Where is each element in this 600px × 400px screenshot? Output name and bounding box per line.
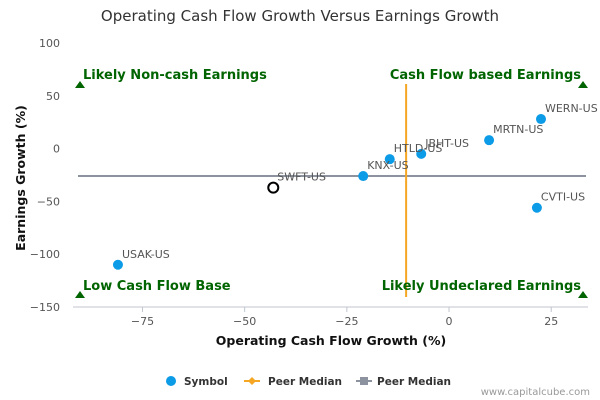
data-point-label: SWFT-US (277, 171, 326, 184)
legend-symbol-circle-icon (166, 376, 176, 386)
y-tick-label: 0 (53, 143, 60, 156)
x-tick-label: 25 (544, 315, 558, 328)
quadrant-label-top-left: Likely Non-cash Earnings (83, 68, 267, 83)
data-point-label: USAK-US (122, 248, 170, 261)
peer-median-lines (78, 84, 586, 297)
data-point-label: HTLD-US (394, 142, 443, 155)
x-axis-title: Operating Cash Flow Growth (%) (216, 333, 446, 348)
y-tick-label: 50 (46, 90, 60, 103)
data-point[interactable] (416, 148, 427, 159)
legend-orange-diamond-icon (248, 377, 256, 385)
x-tick-labels: −75 −50 −25 0 25 (131, 307, 558, 328)
legend-item-peer-median-y[interactable]: Peer Median (356, 376, 451, 388)
data-point[interactable] (531, 202, 542, 213)
quadrant-marker-top-left-icon (75, 81, 85, 88)
data-point-label: CVTI-US (541, 191, 585, 204)
legend: Symbol Peer Median Peer Median (166, 376, 451, 388)
data-point-label: MRTN-US (493, 123, 543, 136)
quadrant-label-bottom-left: Low Cash Flow Base (83, 279, 231, 294)
data-point[interactable] (112, 259, 123, 270)
data-point[interactable] (358, 171, 369, 182)
data-point-label: JBHT-US (424, 137, 469, 150)
legend-item-peer-median-x[interactable]: Peer Median (244, 376, 342, 388)
legend-label-symbol: Symbol (184, 376, 228, 388)
x-tick-label: −50 (233, 315, 256, 328)
quadrant-label-top-right: Cash Flow based Earnings (390, 68, 581, 83)
quadrant-marker-bottom-left-icon (75, 291, 85, 298)
y-tick-label: −100 (30, 248, 60, 261)
data-point-highlight[interactable] (267, 181, 280, 194)
chart-title: Operating Cash Flow Growth Versus Earnin… (101, 7, 499, 25)
data-point[interactable] (535, 114, 546, 125)
x-tick-label: −25 (335, 315, 358, 328)
quadrant-marker-top-right-icon (578, 81, 588, 88)
legend-gray-square-icon (360, 377, 368, 385)
y-tick-label: 100 (39, 37, 60, 50)
data-point-label: KNX-US (367, 159, 408, 172)
credit-text: www.capitalcube.com (481, 387, 590, 398)
quadrant-label-bottom-right: Likely Undeclared Earnings (382, 279, 582, 294)
legend-item-symbol[interactable]: Symbol (166, 376, 228, 388)
x-tick-label: 0 (446, 315, 453, 328)
x-tick-label: −75 (131, 315, 154, 328)
legend-label-peer-median-x: Peer Median (268, 376, 342, 388)
y-tick-labels: 100 50 0 −50 −100 −150 (30, 37, 60, 314)
y-tick-label: −50 (37, 195, 60, 208)
data-point[interactable] (384, 154, 395, 165)
legend-label-peer-median-y: Peer Median (377, 376, 451, 388)
data-point[interactable] (484, 135, 495, 146)
data-point-label: WERN-US (545, 102, 598, 115)
y-axis-title: Earnings Growth (%) (13, 105, 28, 251)
y-tick-label: −150 (30, 301, 60, 314)
quadrant-marker-bottom-right-icon (578, 291, 588, 298)
quadrant-labels: Likely Non-cash Earnings Cash Flow based… (75, 68, 588, 298)
